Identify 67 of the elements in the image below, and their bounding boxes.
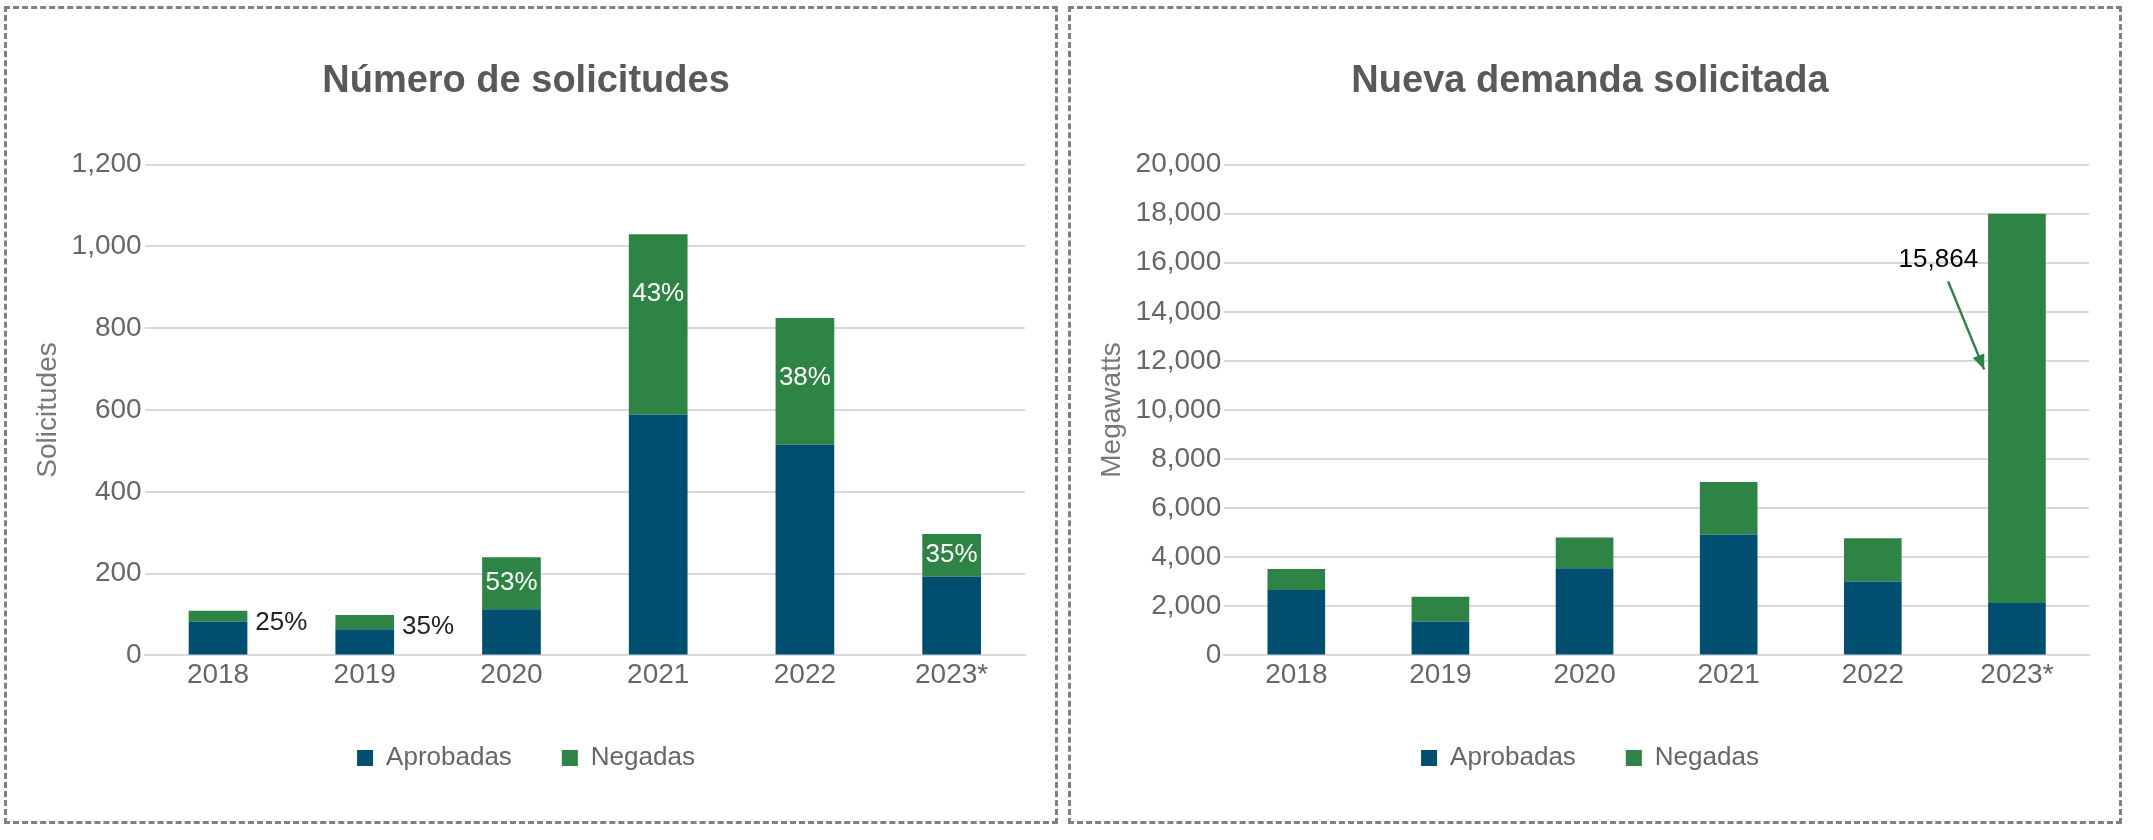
bar [1699, 534, 1758, 655]
x-tick-label: 2021 [1697, 657, 1760, 689]
x-tick-label: 2022 [773, 657, 837, 689]
x-tick-label: 2020 [480, 657, 543, 689]
x-tick-label: 2018 [186, 657, 250, 689]
y-tick-label: 4,000 [1151, 539, 1222, 571]
bar [1843, 538, 1902, 582]
data-label: 15,864 [1898, 242, 1979, 273]
x-tick-label: 2020 [1553, 657, 1616, 689]
bar [775, 444, 835, 655]
x-tick-label: 2023* [915, 657, 989, 689]
annotation: 43% [632, 277, 685, 308]
bar [1411, 621, 1470, 655]
y-tick-label: 400 [94, 474, 142, 506]
bar [1843, 581, 1902, 655]
annotation: 25% [255, 605, 308, 636]
y-tick-label: 18,000 [1135, 196, 1222, 228]
y-tick-label: 16,000 [1135, 245, 1222, 277]
y-tick-label: 10,000 [1135, 392, 1222, 424]
y-tick-label: 20,000 [1135, 147, 1222, 179]
y-tick-label: 0 [126, 638, 142, 670]
y-axis-title: Solicitudes [30, 342, 62, 478]
bar [1267, 569, 1326, 590]
y-tick-label: 6,000 [1151, 490, 1222, 522]
bar [188, 610, 248, 622]
chart-title: Nueva demanda solicitada [1351, 58, 1830, 101]
x-tick-label: 2019 [1409, 657, 1472, 689]
bar [1699, 482, 1758, 535]
y-axis-title: Megawatts [1094, 342, 1126, 478]
bar [1411, 596, 1470, 622]
legend-label: Negadas [1654, 741, 1759, 772]
bar [188, 621, 248, 655]
bar [1267, 589, 1326, 655]
bar [1555, 537, 1614, 569]
x-tick-label: 2019 [333, 657, 396, 689]
bar [628, 234, 688, 415]
x-tick-label: 2021 [627, 657, 690, 689]
annotation: 35% [402, 610, 455, 641]
y-tick-label: 1,200 [71, 147, 142, 179]
bar [1555, 568, 1614, 655]
y-tick-label: 0 [1205, 638, 1222, 670]
chart-title: Número de solicitudes [322, 58, 730, 101]
x-tick-label: 2023* [1980, 657, 2054, 689]
bar [775, 317, 835, 445]
y-tick-label: 1,000 [71, 229, 142, 261]
y-tick-label: 14,000 [1135, 294, 1222, 326]
legend-label: Aprobadas [1450, 741, 1576, 772]
annotation: 38% [778, 361, 831, 392]
bar [335, 629, 395, 655]
y-tick-label: 2,000 [1151, 589, 1222, 621]
annotation: 35% [925, 538, 978, 569]
y-tick-label: 8,000 [1151, 441, 1222, 473]
y-tick-label: 12,000 [1135, 343, 1222, 375]
x-tick-label: 2018 [1265, 657, 1328, 689]
bar [1988, 213, 2046, 603]
legend-label: Negadas [590, 741, 695, 772]
y-tick-label: 200 [94, 556, 142, 588]
legend-label: Aprobadas [386, 741, 512, 772]
y-tick-label: 800 [94, 310, 142, 342]
x-tick-label: 2022 [1841, 657, 1904, 689]
y-tick-label: 600 [94, 392, 142, 424]
bar [335, 614, 395, 630]
bar [922, 576, 981, 655]
bar [1988, 602, 2046, 655]
bar [628, 414, 688, 655]
annotation: 53% [485, 566, 538, 597]
bar [482, 609, 541, 655]
